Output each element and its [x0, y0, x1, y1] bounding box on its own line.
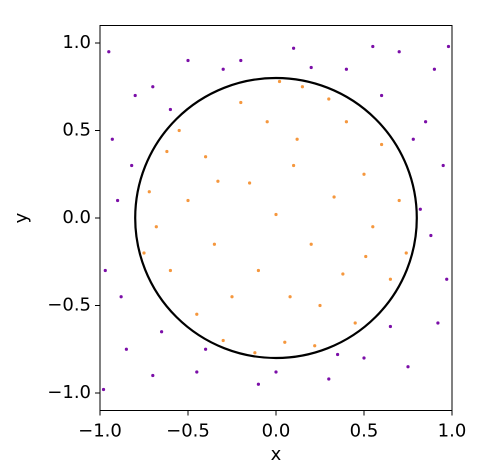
- scatter-point: [327, 377, 331, 381]
- scatter-point: [160, 330, 164, 334]
- scatter-point: [380, 142, 384, 147]
- scatter-point: [404, 251, 408, 255]
- scatter-point: [151, 85, 155, 89]
- scatter-point: [388, 277, 392, 281]
- scatter-point: [168, 268, 172, 273]
- scatter-point: [288, 295, 292, 299]
- scatter-point: [107, 50, 111, 54]
- scatter-point: [221, 338, 225, 343]
- scatter-point: [341, 272, 345, 276]
- scatter-point: [204, 347, 208, 351]
- scatter-point: [300, 85, 304, 89]
- scatter-point: [124, 347, 128, 351]
- scatter-point: [253, 351, 257, 355]
- scatter-point: [397, 50, 401, 54]
- scatter-point: [204, 155, 208, 159]
- scatter-point: [216, 179, 220, 183]
- scatter-point: [295, 137, 299, 141]
- y-tick-label: −1.0: [47, 382, 91, 403]
- scatter-point: [332, 195, 336, 199]
- scatter-point: [446, 44, 451, 49]
- scatter-point: [388, 324, 392, 329]
- scatter-point: [103, 268, 107, 273]
- scatter-point: [371, 225, 375, 229]
- scatter-point: [364, 254, 368, 259]
- scatter-point: [344, 67, 348, 71]
- scatter-point: [151, 373, 155, 378]
- scatter-point: [116, 198, 120, 203]
- scatter-point: [274, 370, 278, 374]
- scatter-point: [424, 120, 428, 124]
- scatter-point: [221, 67, 225, 71]
- scatter-point: [327, 97, 331, 101]
- scatter-point: [133, 93, 137, 98]
- scatter-point: [362, 356, 366, 360]
- scatter-point: [119, 295, 123, 299]
- scatter-point: [265, 120, 269, 124]
- scatter-point: [168, 107, 172, 112]
- scatter-point: [411, 137, 415, 141]
- scatter-point: [429, 233, 433, 238]
- scatter-point: [283, 340, 287, 344]
- scatter-point: [371, 44, 375, 49]
- scatter-point: [309, 242, 313, 246]
- circle-boundary: [134, 76, 418, 360]
- y-axis-label: y: [11, 212, 32, 223]
- scatter-point: [436, 321, 440, 325]
- scatter-point: [292, 46, 296, 50]
- scatter-point: [142, 251, 146, 255]
- y-tick-label: 1.0: [62, 32, 91, 53]
- scatter-point: [313, 344, 317, 348]
- scatter-point: [230, 295, 234, 299]
- scatter-point: [256, 382, 260, 386]
- plot-frame: [99, 25, 453, 411]
- scatter-point: [274, 212, 278, 217]
- scatter-point: [177, 128, 181, 133]
- x-tick-label: 1.0: [438, 421, 467, 442]
- x-tick-label: −0.5: [166, 421, 210, 442]
- scatter-point: [130, 163, 134, 168]
- scatter-point: [110, 137, 114, 141]
- scatter-point: [212, 242, 216, 246]
- x-tick-label: −1.0: [78, 421, 122, 442]
- scatter-point: [195, 312, 199, 316]
- scatter-point: [292, 163, 296, 168]
- scatter-point: [147, 190, 151, 194]
- scatter-point: [154, 225, 158, 229]
- y-tick-label: −0.5: [47, 295, 91, 316]
- scatter-point: [397, 198, 401, 203]
- scatter-point: [344, 120, 348, 124]
- scatter-point: [445, 277, 449, 281]
- scatter-point: [256, 268, 260, 273]
- scatter-point: [277, 79, 282, 84]
- scatter-point: [195, 370, 199, 374]
- scatter-point: [441, 163, 445, 168]
- scatter-point: [239, 100, 243, 105]
- scatter-point: [248, 181, 252, 185]
- y-tick-label: 0.5: [62, 120, 91, 141]
- scatter-point: [239, 58, 243, 63]
- scatter-point: [101, 387, 106, 392]
- x-tick-label: 0.0: [262, 421, 291, 442]
- scatter-point: [353, 321, 357, 325]
- scatter-point: [380, 93, 384, 98]
- scatter-point: [432, 67, 436, 71]
- scatter-point: [309, 65, 313, 70]
- scatter-point: [418, 207, 422, 211]
- scatter-point: [186, 198, 190, 203]
- scatter-point: [336, 352, 340, 357]
- scatter-point: [406, 365, 410, 369]
- x-tick-label: 0.5: [350, 421, 379, 442]
- y-tick-label: 0.0: [62, 207, 91, 228]
- scatter-point: [362, 172, 366, 176]
- scatter-point: [165, 149, 169, 154]
- scatter-point: [186, 58, 190, 63]
- x-axis-label: x: [271, 444, 282, 465]
- scatter-point: [318, 303, 322, 308]
